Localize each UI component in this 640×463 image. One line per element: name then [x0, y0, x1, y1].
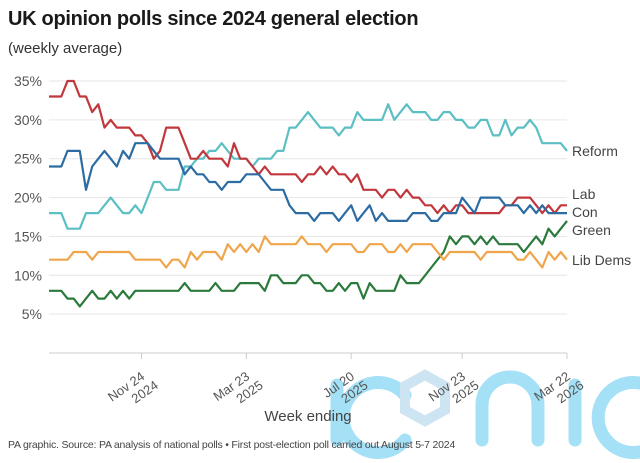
y-tick-label: 30% — [14, 112, 42, 128]
y-tick-label: 5% — [22, 306, 42, 322]
chart-title: UK opinion polls since 2024 general elec… — [8, 8, 419, 30]
x-tick-label: Nov 242024 — [105, 365, 161, 417]
x-axis-label: Week ending — [264, 408, 351, 425]
y-tick-label: 25% — [14, 151, 42, 167]
y-tick-label: 20% — [14, 190, 42, 206]
series-line-green — [49, 220, 568, 308]
series-line-lib-dems — [49, 235, 568, 269]
y-tick-label: 10% — [14, 267, 42, 283]
series-label-reform: Reform — [572, 143, 618, 159]
series-line-lab — [49, 79, 567, 215]
x-tick-label: Nov 232025 — [426, 365, 482, 417]
y-tick-label: 15% — [14, 228, 42, 244]
series-label-lib-dems: Lib Dems — [572, 252, 631, 268]
iconic-watermark-logo — [330, 369, 640, 459]
y-tick-label: 35% — [14, 73, 42, 89]
x-tick-label: Mar 232025 — [210, 365, 265, 416]
series-label-lab: Lab — [572, 186, 596, 202]
source-note: PA graphic. Source: PA analysis of natio… — [8, 439, 456, 451]
watermark-hexagon — [400, 369, 450, 427]
x-tick-label-group: Mar 232025 — [210, 365, 265, 416]
series-line-reform — [49, 103, 568, 230]
watermark-stroke — [591, 376, 640, 459]
series-line-con — [49, 142, 567, 222]
chart-subtitle: (weekly average) — [8, 40, 123, 57]
x-tick-label-group: Nov 232025 — [426, 365, 482, 417]
x-tick-label-group: Nov 242024 — [105, 365, 161, 417]
series-label-con: Con — [572, 204, 598, 220]
watermark-stroke — [475, 370, 545, 447]
series-label-green: Green — [572, 222, 611, 238]
watermark-stroke — [336, 376, 412, 459]
